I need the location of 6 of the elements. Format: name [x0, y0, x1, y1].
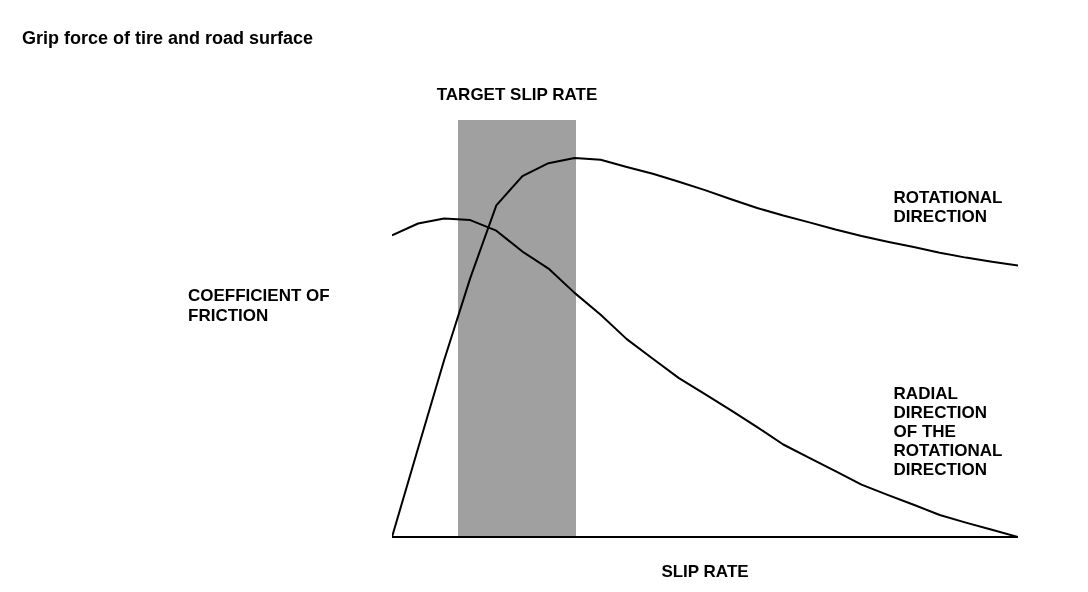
- y-axis-title: COEFFICIENT OF FRICTION: [188, 286, 330, 326]
- series-label: RADIAL DIRECTION OF THE ROTATIONAL DIRECTION: [893, 383, 1003, 479]
- text: Grip force of tire and road surface: [22, 28, 314, 49]
- text: TARGET SLIP RATE: [435, 85, 599, 105]
- series-label: ROTATIONAL DIRECTION: [893, 187, 1003, 226]
- x-axis-title: SLIP RATE: [661, 562, 749, 581]
